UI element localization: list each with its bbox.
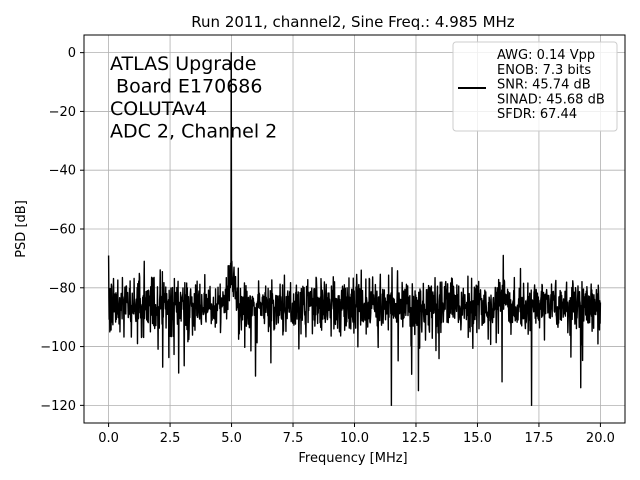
annotation-line: Board E170686 bbox=[110, 76, 262, 98]
y-tick-label: −120 bbox=[40, 399, 76, 414]
legend-box bbox=[452, 41, 618, 132]
x-tick-label: 5.0 bbox=[221, 431, 242, 446]
x-tick-label: 12.5 bbox=[402, 431, 431, 446]
x-tick-label: 2.5 bbox=[160, 431, 181, 446]
x-tick-label: 15.0 bbox=[463, 431, 492, 446]
x-tick-label: 0.0 bbox=[98, 431, 119, 446]
x-axis-title: Frequency [MHz] bbox=[298, 451, 407, 466]
annotation-line: COLUTAv4 bbox=[110, 98, 207, 120]
legend-entry: AWG: 0.14 Vpp bbox=[497, 48, 595, 63]
y-tick-label: −80 bbox=[49, 281, 76, 296]
x-tick-label: 7.5 bbox=[283, 431, 304, 446]
y-tick-label: −100 bbox=[40, 340, 76, 355]
x-tick-label: 20.0 bbox=[586, 431, 615, 446]
y-tick-label: 0 bbox=[68, 46, 76, 61]
annotation-line: ADC 2, Channel 2 bbox=[110, 121, 277, 143]
legend-entry: SFDR: 67.44 bbox=[497, 107, 577, 122]
y-ticks: 0 −20 −40 −60 −80 −100 −120 bbox=[40, 46, 84, 414]
x-tick-label: 17.5 bbox=[524, 431, 553, 446]
series-line bbox=[107, 51, 602, 407]
legend-entry: SINAD: 45.68 dB bbox=[497, 92, 605, 107]
legend-entry: ENOB: 7.3 bits bbox=[497, 63, 591, 78]
y-tick-label: −20 bbox=[49, 105, 76, 120]
y-tick-label: −40 bbox=[49, 164, 76, 179]
chart-title: Run 2011, channel2, Sine Freq.: 4.985 MH… bbox=[191, 13, 515, 31]
plot-area bbox=[107, 51, 602, 407]
x-tick-label: 10.0 bbox=[340, 431, 369, 446]
legend-entry: SNR: 45.74 dB bbox=[497, 78, 591, 93]
x-ticks: 0.0 2.5 5.0 7.5 10.0 12.5 15.0 17.5 20.0 bbox=[98, 423, 615, 446]
y-tick-label: −60 bbox=[49, 223, 76, 238]
y-axis-title: PSD [dB] bbox=[14, 200, 29, 258]
annotation-line: ATLAS Upgrade bbox=[110, 53, 256, 75]
